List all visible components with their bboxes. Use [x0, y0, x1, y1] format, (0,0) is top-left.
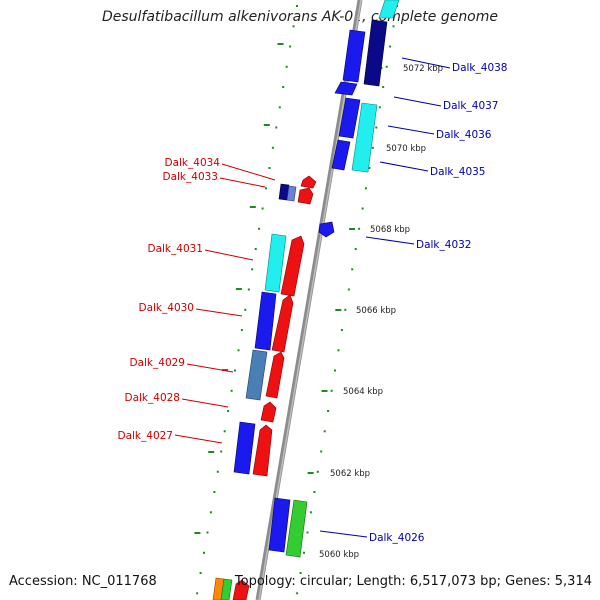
guide-dot	[220, 450, 223, 453]
gene-dalk-4033[interactable]	[278, 183, 314, 205]
guide-dot	[196, 592, 199, 595]
guide-dot	[213, 491, 216, 493]
gene-label-dalk-4037[interactable]: Dalk_4037	[443, 100, 499, 112]
guide-dot	[385, 65, 388, 68]
gene-dalk-4035[interactable]	[331, 139, 351, 171]
tick-label-5062: 5062 kbp	[330, 469, 370, 479]
guide-dot	[251, 268, 254, 271]
guide-dot	[392, 25, 395, 28]
guide-dot	[382, 86, 385, 88]
guide-dot	[299, 572, 302, 574]
gene-dalk-4026[interactable]	[268, 497, 308, 558]
gene-bottom-partial[interactable]	[212, 577, 250, 600]
guide-dot	[209, 511, 212, 514]
guide-dot	[365, 187, 367, 190]
gene-dalk-4030[interactable]	[254, 291, 294, 353]
topology-label: Topology: circular; Length: 6,517,073 bp…	[234, 574, 592, 589]
guide-dot	[306, 531, 309, 534]
guide-dot	[296, 592, 299, 595]
gene-label-dalk-4032[interactable]: Dalk_4032	[416, 239, 472, 251]
gene-dalk-4034[interactable]	[300, 175, 317, 189]
guide-dot	[351, 268, 354, 271]
guide-dot	[206, 531, 209, 534]
guide-dot	[234, 369, 236, 372]
gene-label-dalk-4027[interactable]: Dalk_4027	[118, 430, 174, 442]
guide-dot	[320, 450, 323, 453]
guide-dot	[375, 126, 378, 129]
guide-dot	[275, 126, 278, 129]
gene-label-dalk-4031[interactable]: Dalk_4031	[148, 243, 204, 255]
gene-dalk-4031[interactable]	[264, 233, 305, 297]
tick-label-5066: 5066 kbp	[356, 306, 396, 316]
guide-dot	[347, 288, 350, 291]
accession-label: Accession: NC_011768	[9, 574, 157, 589]
guide-dot	[371, 146, 374, 149]
guide-dot	[254, 248, 257, 250]
guide-dot	[330, 389, 333, 392]
guide-dot	[323, 430, 326, 433]
guide-dot	[378, 106, 381, 109]
guide-dot	[389, 45, 392, 48]
guide-dot	[327, 410, 330, 412]
gene-dalk-4036[interactable]	[351, 102, 378, 173]
guide-dot	[199, 572, 202, 574]
guide-dot	[230, 389, 233, 392]
gene-label-dalk-4035[interactable]: Dalk_4035	[430, 166, 486, 178]
guide-dot	[203, 551, 205, 554]
genome-title: Desulfatibacillum alkenivorans AK-01, co…	[101, 9, 499, 25]
guide-dot	[258, 227, 261, 230]
guide-dot	[289, 45, 292, 48]
label-leaders	[174, 57, 451, 538]
tick-label-5064: 5064 kbp	[343, 387, 383, 397]
gene-label-dalk-4028[interactable]: Dalk_4028	[125, 392, 181, 404]
guide-dot	[244, 308, 247, 311]
guide-dot	[340, 329, 343, 331]
guide-dot	[227, 410, 230, 412]
guide-dot	[313, 491, 316, 493]
guide-dot	[223, 430, 226, 433]
gene-dalk-4027[interactable]	[233, 421, 273, 477]
guide-dot	[309, 511, 312, 514]
guide-dot	[278, 106, 281, 109]
guide-dot	[316, 470, 319, 473]
gene-dalk-4029[interactable]	[245, 349, 285, 401]
gene-label-dalk-4034[interactable]: Dalk_4034	[165, 157, 221, 169]
guide-dot	[282, 86, 285, 88]
guide-dot	[361, 207, 364, 210]
guide-dot	[334, 369, 336, 372]
tick-label-5070: 5070 kbp	[386, 144, 426, 154]
gene-dalk-4032[interactable]	[318, 221, 335, 238]
tick-label-5072: 5072 kbp	[403, 64, 443, 74]
guide-dot	[261, 207, 264, 210]
guide-dot	[344, 308, 347, 311]
guide-dot	[216, 470, 219, 473]
gene-label-dalk-4036[interactable]: Dalk_4036	[436, 129, 492, 141]
gene-dalk-4028[interactable]	[260, 401, 277, 423]
guide-dot	[268, 167, 271, 169]
gene-label-dalk-4030[interactable]: Dalk_4030	[139, 302, 195, 314]
gene-dalk-4038[interactable]	[342, 0, 400, 87]
guide-dot	[285, 65, 288, 68]
guide-dot	[265, 187, 267, 190]
guide-dot	[292, 25, 295, 28]
gene-label-dalk-4026[interactable]: Dalk_4026	[369, 532, 425, 544]
gene-label-dalk-4038[interactable]: Dalk_4038	[452, 62, 508, 74]
guide-dot	[271, 146, 274, 149]
gene-dalk-4037[interactable]	[334, 81, 361, 139]
guide-dot	[337, 349, 340, 352]
guide-dot	[303, 551, 305, 554]
gene-label-dalk-4029[interactable]: Dalk_4029	[130, 357, 186, 369]
gene-label-dalk-4033[interactable]: Dalk_4033	[163, 171, 219, 183]
guide-dot	[296, 5, 298, 7]
guide-dot	[358, 227, 361, 230]
tick-label-5068: 5068 kbp	[370, 225, 410, 235]
guide-dot	[368, 167, 371, 169]
guide-dot	[247, 288, 250, 291]
guide-dot	[354, 248, 357, 250]
guide-dot	[237, 349, 240, 352]
tick-label-5060: 5060 kbp	[319, 550, 359, 560]
guide-dot	[240, 329, 243, 331]
